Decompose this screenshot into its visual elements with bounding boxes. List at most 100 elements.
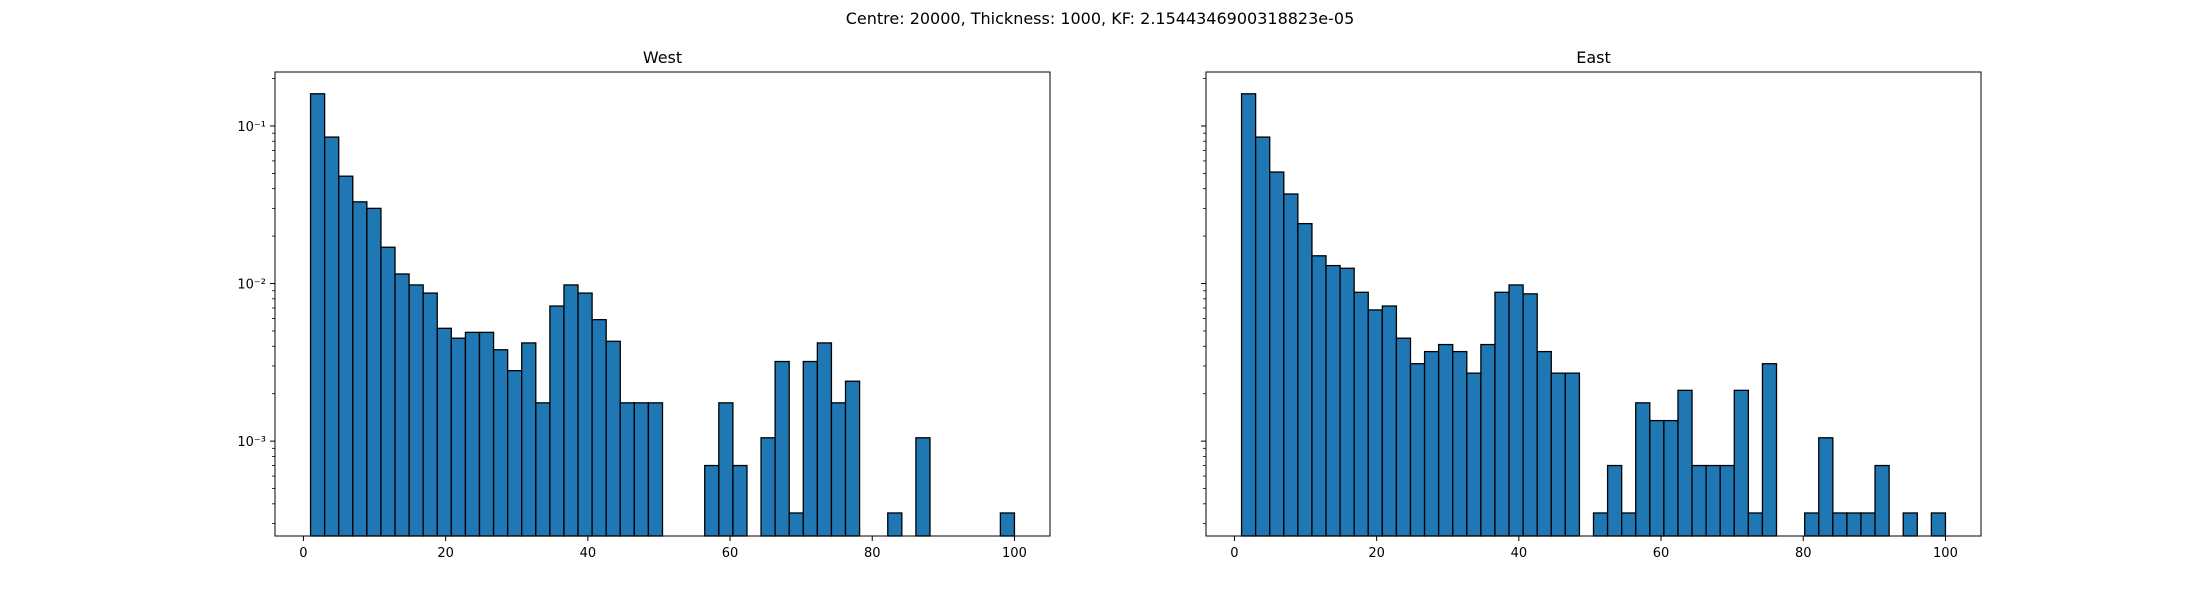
y-tick-label: 10⁻² (237, 278, 266, 293)
bar (1522, 293, 1538, 537)
bar (844, 380, 861, 537)
x-tick-label: 40 (580, 546, 597, 561)
bar (1283, 193, 1299, 537)
bar (1649, 419, 1665, 537)
bar (394, 273, 410, 537)
bar (1297, 222, 1313, 537)
bar (1832, 512, 1848, 537)
bar (1663, 419, 1679, 537)
bar (1592, 512, 1609, 537)
bar (1339, 267, 1355, 537)
bar (591, 318, 607, 537)
bar (1367, 309, 1383, 537)
x-tick-label: 20 (1368, 546, 1385, 561)
bar (492, 349, 509, 537)
bar (1269, 171, 1285, 537)
bar (366, 207, 382, 537)
x-tick-label: 80 (864, 546, 881, 561)
bar (1254, 136, 1271, 537)
x-tick-label: 20 (437, 546, 454, 561)
bar (1508, 284, 1524, 537)
bar (1606, 464, 1623, 537)
bar (1860, 512, 1876, 537)
x-tick-label: 60 (722, 546, 739, 561)
bars-east (1240, 93, 1947, 537)
bar (380, 246, 396, 537)
bar (464, 331, 481, 537)
bar (1874, 464, 1890, 537)
bar (1804, 512, 1820, 537)
bar (633, 402, 650, 537)
bar (1437, 343, 1454, 537)
y-tick-label: 10⁻¹ (237, 120, 266, 135)
bar (338, 175, 354, 537)
subplot-title-east: East (1576, 48, 1611, 67)
bar (436, 327, 452, 537)
bar (1621, 512, 1637, 537)
bar (535, 402, 551, 537)
bar (1452, 350, 1468, 537)
bar (774, 360, 790, 537)
bar (309, 93, 326, 537)
x-tick-label: 100 (1002, 546, 1027, 561)
bar (450, 337, 467, 537)
bar (816, 342, 833, 537)
x-tick-label: 60 (1653, 546, 1670, 561)
bar (1747, 512, 1764, 537)
bar (887, 512, 903, 537)
bar (422, 292, 438, 537)
subplot-title-west: West (643, 48, 682, 67)
bar (915, 437, 931, 537)
bar (1409, 363, 1426, 537)
bar (1902, 512, 1918, 537)
bar (1311, 255, 1327, 537)
bar (802, 360, 819, 537)
x-tick-label: 40 (1511, 546, 1528, 561)
bar (408, 284, 424, 537)
bar (619, 402, 636, 537)
bar (1818, 437, 1834, 537)
y-tick-label: 10⁻³ (237, 435, 266, 450)
bar (1550, 372, 1567, 537)
bar (1423, 350, 1440, 537)
bar (718, 402, 734, 537)
bar (605, 340, 621, 537)
bar (352, 201, 368, 537)
bar (1846, 512, 1862, 537)
figure-title: Centre: 20000, Thickness: 1000, KF: 2.15… (846, 9, 1355, 28)
x-tick-label: 100 (1933, 546, 1958, 561)
bar (1240, 93, 1257, 537)
bar (788, 512, 804, 537)
bar (704, 464, 720, 537)
bar (549, 305, 565, 537)
bar (1635, 402, 1651, 537)
bar (1733, 389, 1750, 537)
plot-frame-west (274, 71, 1051, 537)
bar (732, 464, 748, 537)
bar (647, 402, 664, 537)
x-tick-label: 80 (1795, 546, 1812, 561)
bar (1564, 372, 1581, 537)
bar (1536, 350, 1552, 537)
bar (1325, 264, 1341, 537)
bar (999, 512, 1016, 537)
bar (1494, 291, 1510, 537)
histogram-west: West 0 20 40 60 80 100 10⁻³ 10⁻² 10⁻¹ (237, 48, 1051, 561)
bars-west (309, 93, 1016, 537)
bar (1381, 305, 1398, 537)
plot-frame-east (1205, 71, 1982, 537)
axis-ticks-west: 0 20 40 60 80 100 10⁻³ 10⁻² 10⁻¹ (237, 78, 1027, 561)
bar (1719, 464, 1735, 537)
bar (521, 342, 537, 537)
bar (1691, 464, 1707, 537)
bar (760, 437, 776, 537)
bar (1353, 291, 1369, 537)
x-tick-label: 0 (299, 546, 307, 561)
bar (563, 284, 579, 537)
bar (1480, 343, 1496, 537)
bar (1705, 464, 1721, 537)
bar (830, 402, 847, 537)
bar (506, 370, 523, 537)
x-tick-label: 0 (1230, 546, 1238, 561)
